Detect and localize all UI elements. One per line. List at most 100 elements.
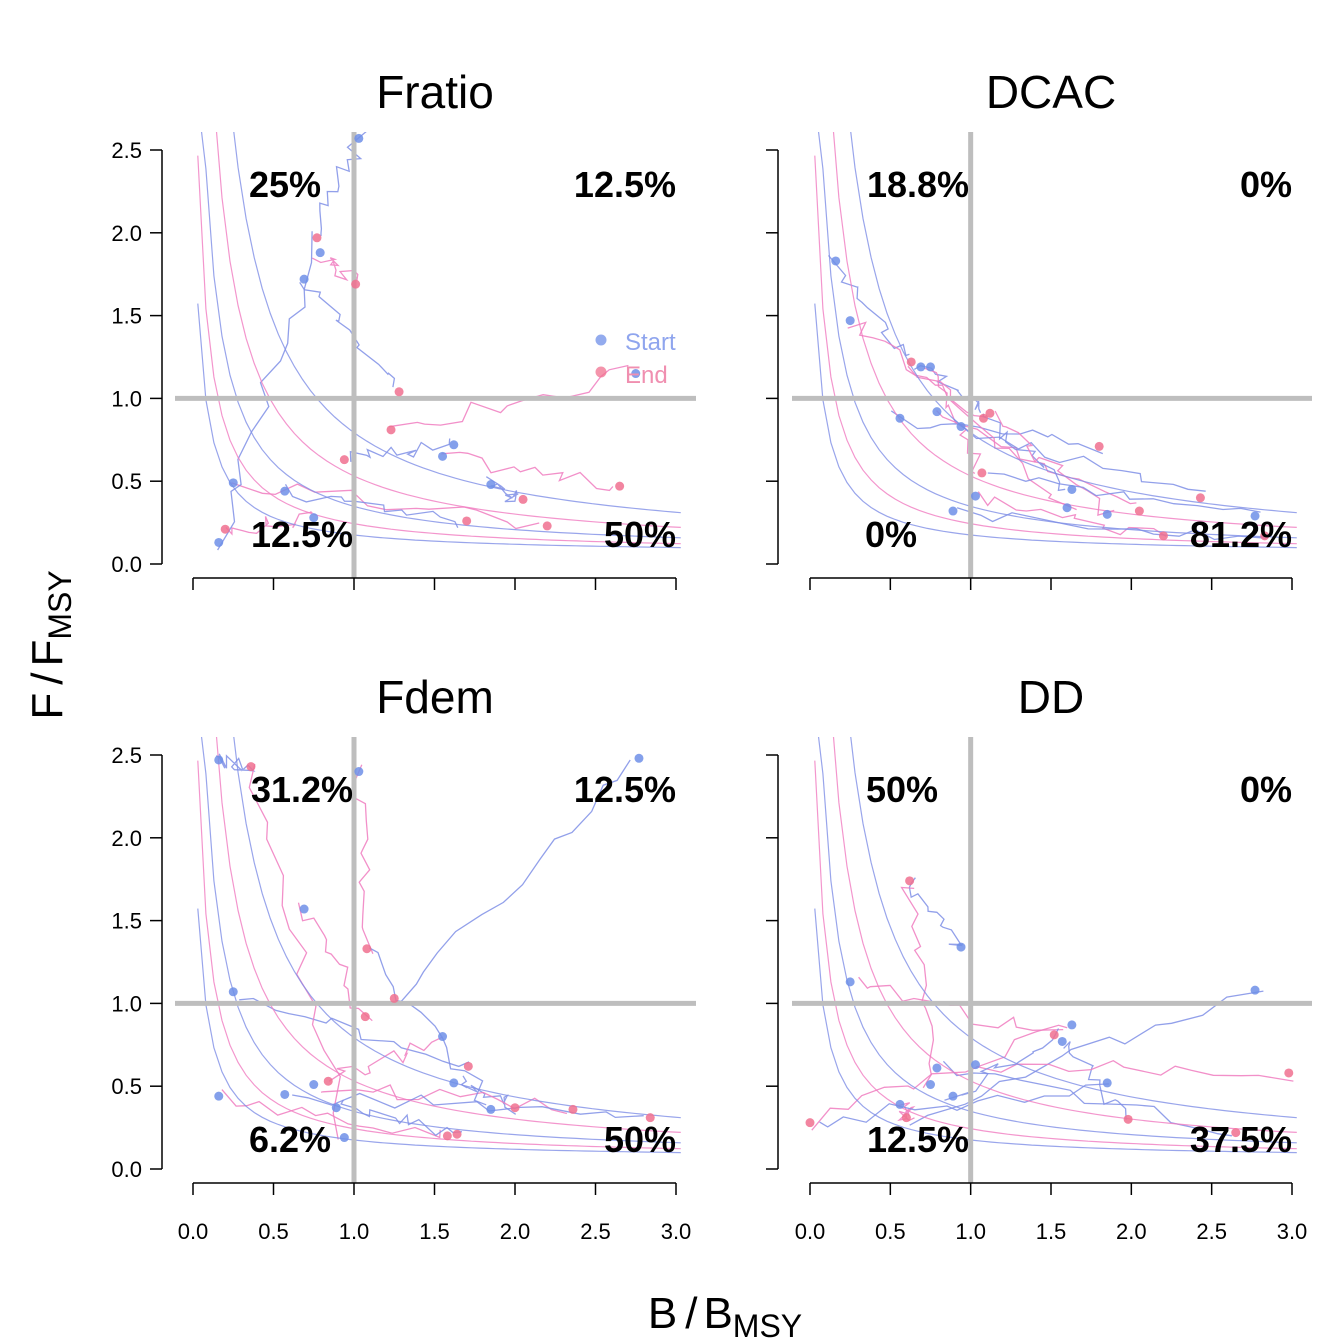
x-tick-label: 2.5 xyxy=(580,1219,611,1244)
y-axis-title-ref: F xyxy=(23,640,72,667)
trajectory-line xyxy=(890,410,1104,455)
x-tick-label: 0.0 xyxy=(178,1219,209,1244)
end-point xyxy=(339,455,349,465)
trajectory-line xyxy=(349,438,451,462)
x-tick-label: 1.0 xyxy=(955,1219,986,1244)
start-point xyxy=(895,1099,905,1109)
trajectory-line xyxy=(908,877,963,947)
y-axis-title-main: F xyxy=(23,693,72,720)
panel-dd: DD 0.0 0.5 1.0 1.5 2.0 2.5 3.0 50% 0% 12.5% 37… xyxy=(766,671,1312,1244)
start-point xyxy=(1057,1036,1067,1046)
start-point xyxy=(1102,509,1112,519)
quadrant-label-bottom-right: 50% xyxy=(604,1119,676,1160)
y-axis-title-slash: / xyxy=(23,672,72,685)
end-point xyxy=(312,233,322,243)
start-point xyxy=(214,755,224,765)
start-point xyxy=(634,753,644,763)
start-point xyxy=(970,1060,980,1070)
end-point xyxy=(389,993,399,1003)
panel-fdem: Fdem 0.0 0.5 1.0 1.5 2.0 2.5 0.0 0.5 1.0 1.5 2.0 2.… xyxy=(111,671,696,1244)
end-point xyxy=(1158,531,1168,541)
x-tick-label: 0.0 xyxy=(795,1219,826,1244)
start-point xyxy=(956,942,966,952)
x-tick-label: 2.5 xyxy=(1196,1219,1227,1244)
end-point xyxy=(323,1076,333,1086)
quadrant-label-top-left: 25% xyxy=(249,164,321,205)
start-point xyxy=(449,440,459,450)
y-axis-title: F/FMSY xyxy=(23,570,78,719)
x-tick-label: 0.5 xyxy=(875,1219,906,1244)
quadrant-label-bottom-left: 12.5% xyxy=(867,1119,969,1160)
start-point xyxy=(438,451,448,461)
start-point xyxy=(214,537,224,547)
end-point xyxy=(362,944,372,954)
start-point xyxy=(845,316,855,326)
end-point xyxy=(905,876,915,886)
trajectory-line xyxy=(942,1060,1232,1137)
y-tick-label: 2.0 xyxy=(111,221,142,246)
axes: 0.0 0.5 1.0 1.5 2.0 2.5 xyxy=(111,138,677,590)
start-point xyxy=(1250,985,1260,995)
reference-lines xyxy=(792,737,1312,1183)
trajectory-line xyxy=(217,231,313,551)
end-point xyxy=(1231,1128,1241,1138)
reference-lines xyxy=(792,132,1312,578)
trajectory-line xyxy=(819,1083,1109,1128)
quadrant-label-top-right: 12.5% xyxy=(574,164,676,205)
end-point xyxy=(510,1103,520,1113)
trajectories xyxy=(814,132,1297,549)
trajectory-line xyxy=(828,254,910,357)
y-tick-label: 1.5 xyxy=(111,909,142,934)
trajectory-line xyxy=(320,1084,568,1115)
x-tick-label: 1.5 xyxy=(419,1219,450,1244)
x-axis-title-slash: / xyxy=(685,1289,698,1338)
quadrant-label-bottom-right: 50% xyxy=(604,514,676,555)
start-point xyxy=(214,1091,224,1101)
panel-title: DD xyxy=(1018,671,1084,723)
start-point xyxy=(339,1133,349,1143)
trajectory-envelope xyxy=(215,132,681,528)
panel-title: DCAC xyxy=(986,66,1116,118)
end-point xyxy=(1260,531,1270,541)
x-tick-label: 0.5 xyxy=(258,1219,289,1244)
trajectory-line xyxy=(221,1089,441,1139)
axes: 0.0 0.5 1.0 1.5 2.0 2.5 0.0 0.5 1.0 1.5 2.0 2.5 3.0 xyxy=(111,743,691,1244)
x-axis-title-sub: MSY xyxy=(733,1308,802,1344)
start-point xyxy=(631,369,641,379)
reference-lines xyxy=(175,737,696,1183)
start-point xyxy=(228,987,238,997)
start-point xyxy=(926,1080,935,1090)
points xyxy=(214,133,641,547)
quadrant-label-bottom-left: 6.2% xyxy=(249,1119,331,1160)
quadrant-label-top-right: 0% xyxy=(1240,769,1292,810)
trajectory-envelope xyxy=(814,155,1297,545)
trajectories xyxy=(197,132,681,551)
y-tick-label: 0.5 xyxy=(111,1074,142,1099)
quadrant-label-bottom-left: 12.5% xyxy=(251,514,353,555)
start-point xyxy=(970,491,980,501)
start-point xyxy=(1067,1020,1077,1030)
trajectory-line xyxy=(441,451,614,492)
x-tick-label: 3.0 xyxy=(661,1219,692,1244)
end-point xyxy=(220,524,230,534)
start-point xyxy=(331,1103,341,1113)
end-point xyxy=(645,1113,655,1123)
end-point xyxy=(977,468,987,478)
trajectory-envelope xyxy=(215,737,681,1133)
end-point xyxy=(386,425,396,435)
quadrant-label-top-left: 50% xyxy=(866,769,938,810)
trajectory-line xyxy=(319,132,367,237)
y-tick-label: 1.0 xyxy=(111,386,142,411)
end-point xyxy=(979,413,989,423)
y-tick-label: 2.5 xyxy=(111,138,142,163)
trajectory-envelope xyxy=(832,737,1297,1133)
trajectory-line xyxy=(909,990,1264,1126)
end-point xyxy=(1094,441,1104,451)
trajectory-line xyxy=(987,472,1261,513)
trajectory-line xyxy=(982,413,1066,492)
trajectory-envelope xyxy=(850,737,1297,1119)
start-point xyxy=(1102,1078,1112,1088)
end-point xyxy=(463,1061,473,1071)
x-axis-title-main: B xyxy=(648,1289,677,1338)
